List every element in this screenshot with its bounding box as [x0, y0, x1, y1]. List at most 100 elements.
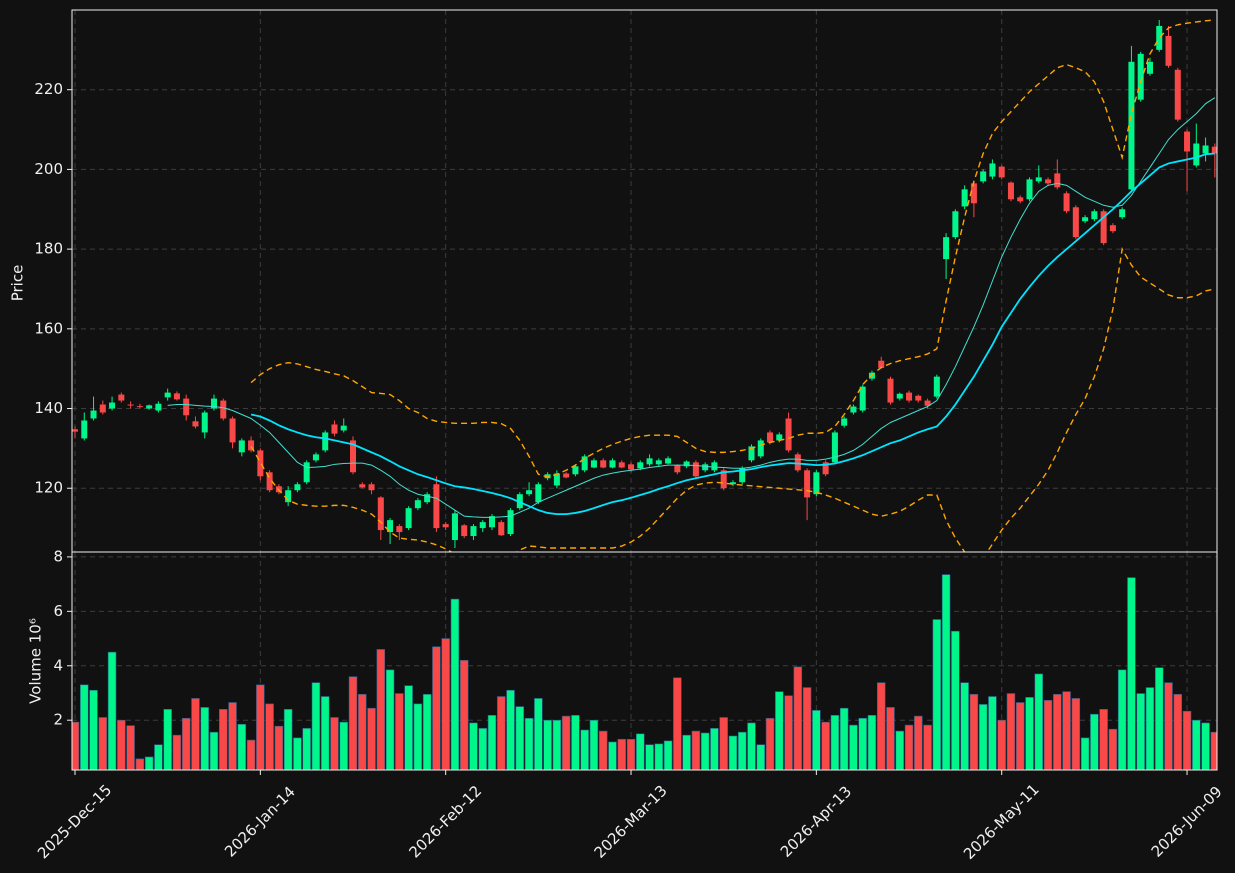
candle-body	[90, 410, 97, 419]
candle-body	[387, 520, 394, 533]
volume-bar	[404, 685, 413, 770]
candle-body	[544, 474, 551, 479]
volume-bar	[1192, 719, 1201, 770]
volume-bar	[246, 739, 256, 770]
volume-bar	[608, 741, 617, 770]
volume-bar	[358, 694, 367, 770]
candle-body	[961, 189, 968, 207]
volume-bar	[756, 744, 765, 770]
candle-body	[804, 470, 811, 498]
volume-bar	[663, 740, 673, 770]
volume-bar	[969, 694, 979, 770]
y-tick-label: 220	[34, 80, 63, 98]
volume-bar	[534, 698, 543, 770]
volume-bar	[1025, 697, 1034, 770]
volume-bar	[422, 694, 432, 770]
volume-bar	[339, 721, 348, 770]
candle-body	[442, 524, 449, 528]
candle-body	[1007, 182, 1014, 200]
candle-body	[1035, 177, 1042, 182]
candle-body	[859, 386, 866, 411]
volume-bar	[886, 707, 895, 770]
candle-body	[127, 404, 134, 406]
volume-bar	[775, 691, 784, 770]
y-tick-label: 6	[53, 602, 63, 620]
candle-body	[970, 183, 977, 204]
volume-bar	[293, 737, 302, 770]
volume-bar	[200, 707, 209, 770]
candle-body	[266, 472, 273, 491]
candle-body	[535, 484, 542, 503]
candle-body	[257, 450, 264, 477]
volume-bar	[320, 696, 330, 770]
overlay-line	[250, 19, 1215, 478]
candle-body	[312, 454, 319, 461]
volume-bar	[543, 719, 552, 770]
candle-body	[516, 494, 523, 509]
candle-body	[702, 464, 709, 471]
volume-bar	[876, 682, 886, 770]
volume-bar	[914, 715, 923, 770]
volume-bar	[478, 728, 487, 770]
candle-body	[933, 376, 940, 397]
y-tick-label: 140	[34, 399, 63, 417]
candle-body	[136, 406, 143, 408]
volume-bar	[228, 702, 237, 770]
candle-body	[1063, 193, 1070, 212]
y-tick-label: 2	[53, 711, 63, 729]
volume-bar	[348, 676, 358, 770]
volume-bar	[191, 698, 200, 770]
volume-bar	[1062, 691, 1071, 770]
candle-body	[1026, 179, 1033, 200]
volume-bar	[432, 646, 441, 770]
candle-body	[748, 446, 755, 461]
volume-bar	[1015, 702, 1025, 770]
volume-bar	[219, 709, 228, 770]
volume-bar	[932, 619, 942, 770]
volume-bar	[793, 666, 803, 770]
volume-bar	[1210, 731, 1217, 770]
candle-body	[600, 460, 607, 468]
candle-body	[72, 429, 79, 432]
volume-bar	[1155, 667, 1164, 770]
candle-body	[628, 464, 635, 470]
candle-body	[1165, 35, 1172, 66]
candle-body	[980, 171, 987, 182]
candle-body	[1072, 207, 1079, 238]
candle-body	[220, 400, 227, 419]
volume-bar	[552, 719, 562, 770]
candle-body	[998, 166, 1005, 178]
y-tick-label: 180	[34, 240, 63, 258]
volume-bar	[719, 717, 728, 770]
candle-body	[943, 237, 950, 260]
volume-bar	[700, 732, 710, 770]
volume-bar	[265, 703, 274, 770]
candle-body	[396, 526, 403, 533]
volume-bar	[737, 731, 747, 770]
candle-body	[1193, 143, 1200, 166]
volume-bar	[589, 719, 599, 770]
candle-body	[794, 454, 801, 471]
volume-bar	[830, 714, 840, 770]
volume-bar	[580, 729, 589, 770]
volume-bar	[904, 724, 914, 770]
candle-body	[81, 420, 88, 439]
candle-body	[470, 526, 477, 537]
candle-body	[229, 418, 236, 443]
candle-body	[1137, 53, 1144, 100]
candle-body	[785, 418, 792, 451]
candle-body	[322, 432, 329, 451]
candle-body	[1054, 173, 1061, 188]
volume-bar	[256, 684, 265, 770]
candle-body	[238, 440, 245, 453]
volume-bar	[765, 717, 775, 770]
volume-bar	[839, 707, 849, 770]
candle-body	[646, 458, 653, 465]
volume-bar	[367, 707, 376, 770]
candle-body	[767, 432, 774, 443]
volume-bar	[413, 703, 423, 770]
volume-bar	[812, 710, 821, 770]
candle-body	[377, 497, 384, 531]
volume-bar	[172, 734, 182, 770]
volume-bar	[598, 730, 608, 770]
